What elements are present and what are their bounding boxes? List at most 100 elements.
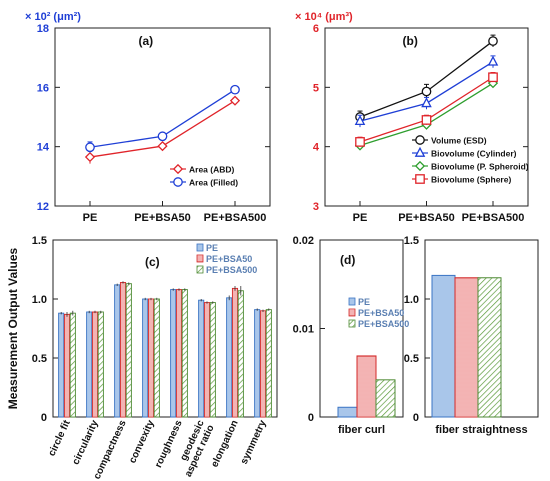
x-tick-label: PE+BSA50 (398, 212, 455, 224)
bar (255, 310, 260, 417)
legend-marker (416, 136, 424, 144)
y-tick-label: 0 (41, 412, 47, 424)
y-tick-label: 4 (313, 142, 320, 154)
y-tick-label: 0 (413, 412, 419, 424)
unit-label: × 10⁴ (μm³) (295, 11, 353, 23)
y-tick-label: 1.5 (404, 235, 419, 247)
bar (148, 299, 153, 417)
x-tick-label: roughness (153, 418, 185, 469)
data-point (86, 153, 94, 161)
legend-label: Area (ABD) (189, 165, 235, 175)
x-tick-label: PE (353, 212, 368, 224)
data-point (356, 138, 364, 146)
bar (232, 288, 237, 417)
bar (204, 303, 209, 417)
legend-label: Volume (ESD) (431, 136, 487, 146)
legend-label: Biovolume (Cylinder) (431, 149, 517, 159)
bar (70, 313, 75, 417)
panel-label: (d) (340, 253, 355, 267)
x-tick-label-line: symmetry (239, 418, 269, 466)
y-tick-label: 3 (313, 201, 319, 213)
y-tick-label: 18 (37, 23, 49, 35)
data-point (231, 86, 239, 94)
legend-label: PE (358, 297, 370, 307)
legend-label: Biovolume (P. Spheroid) (431, 162, 529, 172)
bar (92, 312, 97, 417)
panel-label: (a) (139, 34, 154, 48)
bar (171, 290, 176, 417)
x-tick-label: PE+BSA500 (462, 212, 525, 224)
y-tick-label: 14 (37, 142, 50, 154)
data-point (158, 142, 166, 150)
legend-label: PE+BSA50 (358, 308, 404, 318)
panel-label: (b) (403, 34, 418, 48)
x-tick-label-line: circularity (71, 418, 101, 466)
legend-swatch (197, 266, 203, 273)
bar (64, 314, 69, 417)
x-tick-label: PE+BSA50 (134, 212, 191, 224)
x-axis-label: fiber straightness (435, 424, 527, 436)
legend-swatch (349, 298, 355, 305)
data-point (489, 73, 497, 81)
bar (210, 303, 215, 417)
x-tick-label: circle fit (47, 418, 73, 458)
x-tick-label: convexity (127, 418, 157, 465)
unit-label: × 10² (μm²) (25, 11, 81, 23)
x-tick-label: PE (83, 212, 98, 224)
bar (87, 312, 92, 417)
panel-b: 3 4 5 6 PE PE+BSA50 PE+BSA500 (b) × 10⁴ (μm³) Vol… (295, 11, 529, 224)
legend-marker (416, 175, 424, 183)
data-point (422, 116, 430, 124)
y-tick-label: 12 (37, 201, 49, 213)
bar (120, 282, 125, 417)
bar (478, 278, 501, 417)
bar (115, 285, 120, 417)
panel-label: (c) (145, 255, 160, 269)
legend-swatch (197, 244, 203, 251)
legend-label: PE (206, 243, 218, 253)
data-point (422, 99, 430, 107)
legend-swatch (197, 255, 203, 262)
data-point (422, 87, 430, 95)
y-tick-label: 1.0 (32, 294, 47, 306)
y-tick-label: 0.01 (293, 324, 314, 336)
x-tick-label-line: circle fit (47, 418, 73, 458)
y-tick-label: 0.02 (293, 235, 314, 247)
bar (432, 275, 455, 417)
panel-a: 12 14 16 18 PE PE+BSA50 PE+BSA500 (a) × 10² (μm²… (25, 11, 270, 224)
y-tick-label: 0.5 (32, 353, 47, 365)
bar (199, 300, 204, 417)
data-point (231, 96, 239, 104)
y-tick-label: 6 (313, 23, 319, 35)
x-tick-label-line: convexity (127, 418, 157, 465)
legend-label: Biovolume (Sphere) (431, 175, 511, 185)
data-point (86, 143, 94, 151)
legend-marker (416, 162, 424, 170)
y-tick-label: 1.0 (404, 294, 419, 306)
panel-c: 0 0.5 1.0 1.5 Measurement Output Values circl… (6, 235, 277, 481)
legend-swatch (349, 309, 355, 316)
legend-swatch (349, 320, 355, 327)
bar (126, 284, 131, 417)
panel-d-curl: 0 0.01 0.02 fiber curl (d) PEPE+BSA50PE+BSA50… (293, 235, 410, 436)
bar (143, 299, 148, 417)
data-point (489, 37, 497, 45)
bar (182, 290, 187, 417)
y-axis-label: Measurement Output Values (6, 247, 20, 409)
legend-label: PE+BSA500 (358, 319, 409, 329)
x-tick-label-line: roughness (153, 418, 185, 469)
x-tick-label: PE+BSA500 (204, 212, 267, 224)
y-tick-label: 5 (313, 82, 319, 94)
bar (98, 312, 103, 417)
y-tick-label: 16 (37, 82, 49, 94)
x-tick-label: symmetry (239, 418, 269, 466)
bar (59, 313, 64, 417)
bar (455, 278, 478, 417)
bar (266, 310, 271, 417)
data-point (158, 132, 166, 140)
bar (176, 290, 181, 417)
legend-marker (174, 165, 182, 173)
legend-marker (174, 178, 182, 186)
bar (227, 298, 232, 417)
